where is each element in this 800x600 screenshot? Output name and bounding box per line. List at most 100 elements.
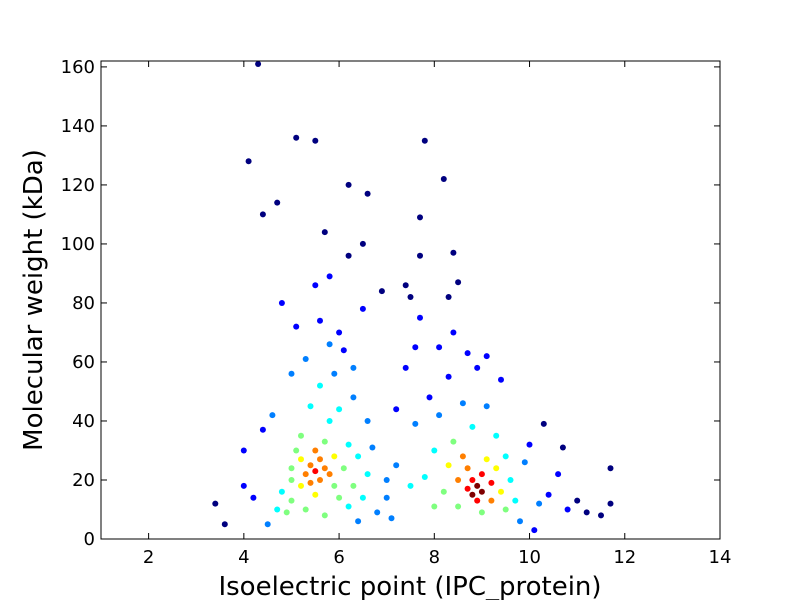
data-point — [345, 181, 352, 188]
data-point — [574, 497, 581, 504]
data-point — [317, 317, 323, 324]
data-point — [321, 438, 328, 445]
y-tick-label: 160 — [61, 57, 95, 78]
data-point — [493, 432, 500, 439]
data-point — [440, 488, 447, 495]
data-point — [288, 465, 295, 472]
data-point — [564, 506, 571, 513]
data-point — [364, 471, 371, 478]
data-point — [517, 518, 523, 525]
plot-frame — [100, 60, 721, 540]
data-point — [321, 229, 328, 236]
data-point — [240, 447, 247, 454]
data-point — [474, 482, 481, 489]
data-point — [312, 447, 319, 454]
data-point — [478, 471, 485, 478]
data-point — [359, 240, 366, 247]
data-point — [288, 477, 295, 483]
data-point — [412, 420, 419, 427]
data-points — [212, 61, 614, 534]
y-tick-label: 20 — [72, 470, 95, 491]
data-point — [336, 406, 343, 413]
data-point — [255, 61, 262, 67]
data-point — [259, 211, 266, 218]
data-point — [445, 294, 452, 300]
data-point — [455, 279, 462, 286]
data-point — [393, 406, 400, 413]
data-point — [312, 137, 319, 144]
data-point — [450, 249, 457, 256]
data-point — [326, 471, 333, 478]
data-point — [321, 512, 328, 519]
data-point — [278, 300, 285, 306]
data-point — [307, 479, 314, 486]
data-point — [321, 465, 328, 472]
data-point — [464, 350, 471, 357]
data-point — [259, 426, 266, 433]
data-point — [245, 158, 252, 165]
data-point — [526, 441, 533, 448]
data-point — [598, 512, 604, 519]
data-point — [302, 356, 309, 362]
data-point — [407, 294, 414, 300]
y-axis-title: Molecular weight (kDa) — [19, 149, 49, 451]
y-tick-label: 40 — [72, 411, 95, 432]
data-point — [355, 518, 362, 525]
data-point — [307, 462, 314, 469]
data-point — [336, 494, 343, 501]
data-point — [502, 453, 509, 460]
x-axis-ticks: 2 4 6 8 10 12 14 — [143, 61, 731, 568]
data-point — [298, 456, 304, 463]
data-point — [312, 282, 319, 289]
data-point — [350, 482, 357, 489]
x-tick-label: 2 — [143, 547, 154, 568]
data-point — [340, 347, 347, 354]
data-point — [512, 497, 519, 504]
data-point — [336, 329, 343, 336]
data-point — [302, 506, 309, 513]
data-point — [264, 521, 271, 528]
data-point — [607, 500, 614, 507]
data-point — [559, 444, 566, 451]
data-point — [502, 506, 509, 513]
data-point — [359, 494, 366, 501]
data-point — [555, 471, 562, 478]
data-point — [469, 423, 476, 430]
data-point — [388, 515, 395, 522]
data-point — [450, 329, 457, 336]
data-point — [288, 497, 295, 504]
x-tick-label: 12 — [613, 547, 636, 568]
data-point — [455, 477, 462, 483]
data-point — [450, 438, 457, 445]
data-point — [455, 503, 462, 510]
data-point — [293, 447, 300, 454]
data-point — [312, 491, 319, 498]
data-point — [464, 465, 471, 472]
data-point — [326, 418, 333, 424]
x-tick-label: 6 — [333, 547, 344, 568]
data-point — [302, 471, 309, 478]
x-tick-label: 8 — [429, 547, 440, 568]
y-tick-label: 140 — [61, 116, 95, 137]
data-point — [274, 506, 281, 513]
data-point — [417, 214, 423, 221]
data-point — [288, 370, 295, 377]
data-point — [293, 134, 300, 141]
x-axis-title: Isoelectric point (IPC_protein) — [218, 572, 601, 600]
data-point — [350, 394, 357, 401]
data-point — [436, 412, 443, 419]
data-point — [469, 491, 476, 498]
x-tick-label: 4 — [238, 547, 249, 568]
data-point — [359, 305, 366, 312]
data-point — [307, 403, 314, 410]
data-point — [278, 488, 285, 495]
data-point — [364, 418, 371, 424]
data-point — [369, 444, 376, 451]
data-point — [317, 477, 323, 483]
data-point — [393, 462, 400, 469]
data-point — [478, 509, 485, 516]
data-point — [331, 453, 338, 460]
data-point — [540, 420, 547, 427]
y-tick-label: 60 — [72, 352, 95, 373]
y-tick-label: 100 — [61, 234, 95, 255]
